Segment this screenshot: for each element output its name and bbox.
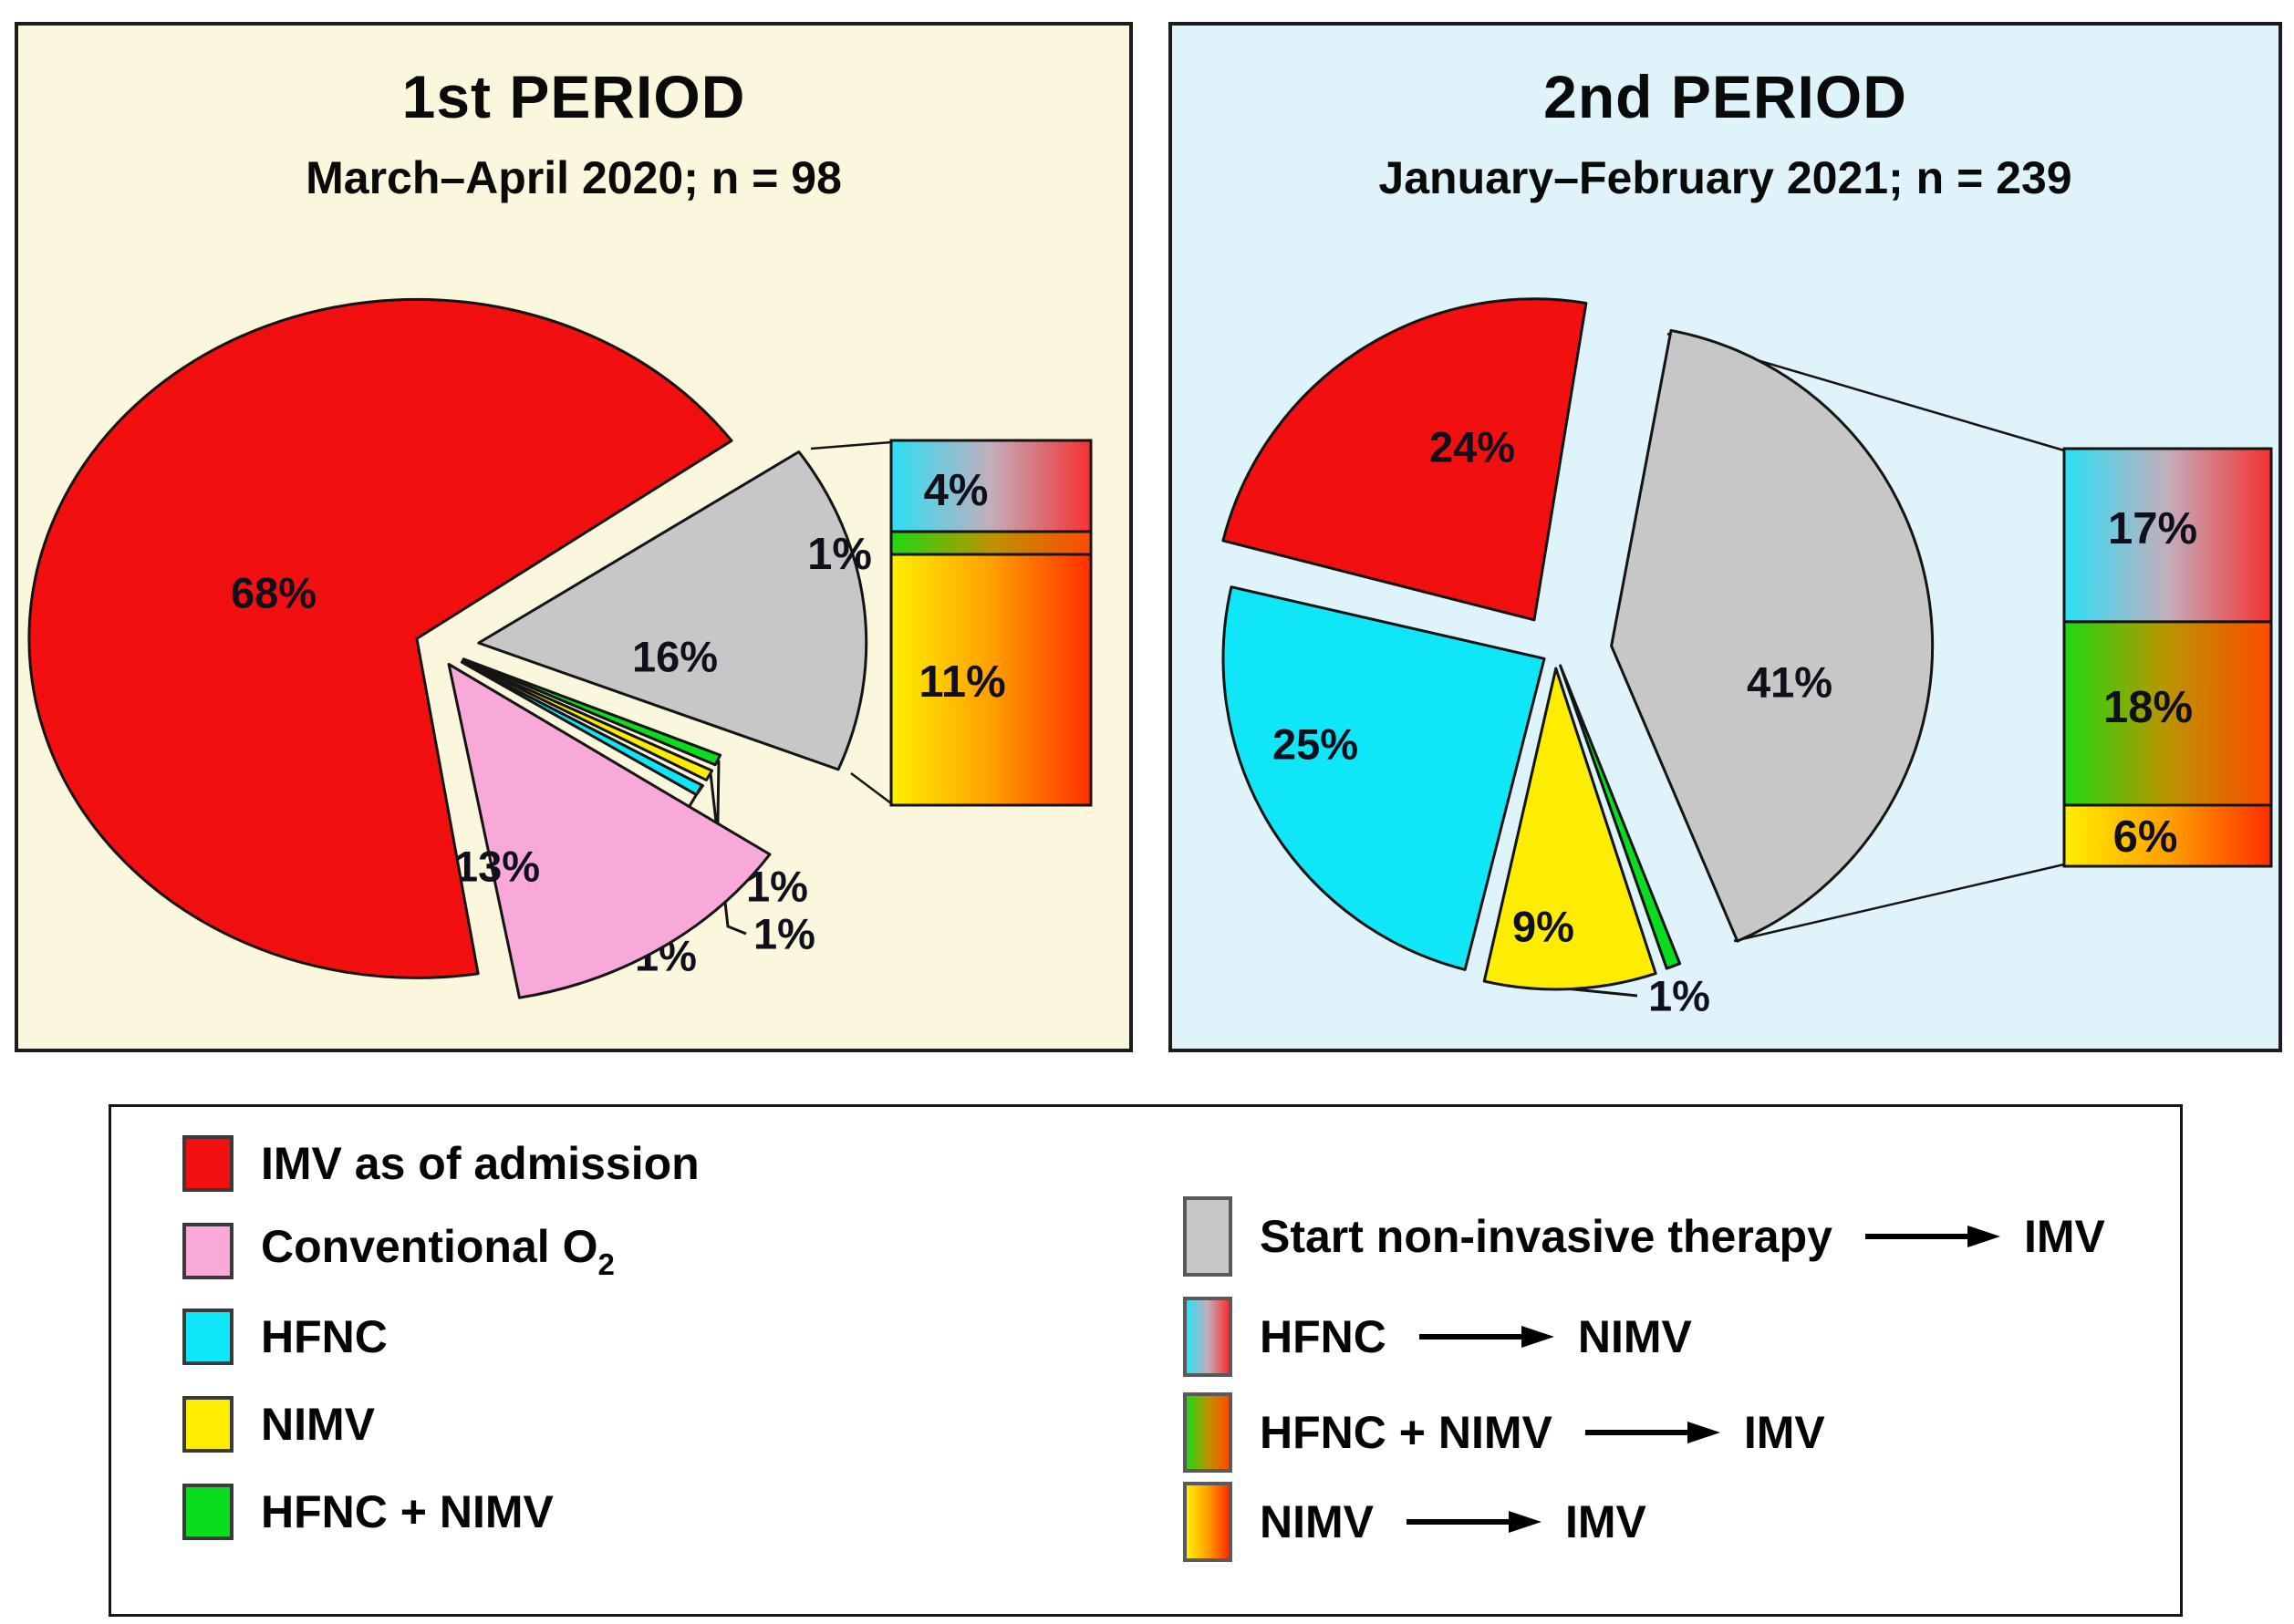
legend-item-hfnc-to-nimv: HFNC NIMV bbox=[1183, 1297, 1692, 1377]
legend-label: Conventional O2 bbox=[261, 1221, 615, 1281]
legend-label: HFNC + NIMV bbox=[261, 1486, 554, 1537]
red-swatch-icon bbox=[182, 1135, 234, 1192]
legend-item-nimv: NIMV bbox=[182, 1396, 375, 1453]
legend-item-imv-admission: IMV as of admission bbox=[182, 1135, 700, 1192]
legend-label: IMV as of admission bbox=[261, 1138, 700, 1189]
legend-item-hfnc-nimv-to-imv: HFNC + NIMV IMV bbox=[1183, 1392, 1825, 1473]
panel-subtitle: March–April 2020; n = 98 bbox=[306, 152, 842, 203]
green-red-gradient-swatch-icon bbox=[1183, 1392, 1232, 1473]
legend-label: NIMV bbox=[261, 1399, 375, 1450]
panel-first-period: 1st PERIOD March–April 2020; n = 98 bbox=[15, 22, 1133, 1052]
legend-item-hfnc: HFNC bbox=[182, 1309, 388, 1365]
pink-swatch-icon bbox=[182, 1223, 234, 1279]
green-swatch-icon bbox=[182, 1484, 234, 1540]
right-arrow-icon bbox=[1418, 1326, 1554, 1348]
legend-item-noninvasive-to-imv: Start non-invasive therapy IMV bbox=[1183, 1196, 2105, 1277]
legend-label: NIMV bbox=[1577, 1311, 1692, 1362]
legend-item-hfnc-plus-nimv: HFNC + NIMV bbox=[182, 1484, 554, 1540]
legend-item-nimv-to-imv: NIMV IMV bbox=[1183, 1482, 1646, 1562]
legend: IMV as of admission Conventional O2 HFNC… bbox=[109, 1104, 2183, 1617]
panel-subtitle: January–February 2021; n = 239 bbox=[1378, 152, 2072, 203]
legend-label: HFNC bbox=[1260, 1311, 1386, 1362]
panel-title: 2nd PERIOD bbox=[1543, 63, 1907, 130]
legend-label: IMV bbox=[1743, 1407, 1825, 1458]
panel-title: 1st PERIOD bbox=[401, 63, 746, 130]
right-arrow-icon bbox=[1407, 1511, 1541, 1533]
right-arrow-icon bbox=[1864, 1226, 2000, 1247]
legend-label: HFNC bbox=[261, 1311, 388, 1362]
subscript-2: 2 bbox=[597, 1247, 615, 1281]
yellow-red-gradient-swatch-icon bbox=[1183, 1482, 1232, 1562]
legend-label: IMV bbox=[1565, 1496, 1646, 1547]
legend-label: NIMV bbox=[1260, 1496, 1374, 1547]
legend-label: Start non-invasive therapy bbox=[1260, 1211, 1832, 1262]
panel-second-period: 2nd PERIOD January–February 2021; n = 23… bbox=[1168, 22, 2282, 1052]
legend-label: IMV bbox=[2023, 1211, 2105, 1262]
yellow-swatch-icon bbox=[182, 1396, 234, 1453]
cyan-red-gradient-swatch-icon bbox=[1183, 1297, 1232, 1377]
gray-swatch-icon bbox=[1183, 1196, 1232, 1277]
legend-item-conventional-o2: Conventional O2 bbox=[182, 1220, 615, 1282]
legend-label: HFNC + NIMV bbox=[1260, 1407, 1552, 1458]
right-arrow-icon bbox=[1584, 1422, 1720, 1443]
cyan-swatch-icon bbox=[182, 1309, 234, 1365]
